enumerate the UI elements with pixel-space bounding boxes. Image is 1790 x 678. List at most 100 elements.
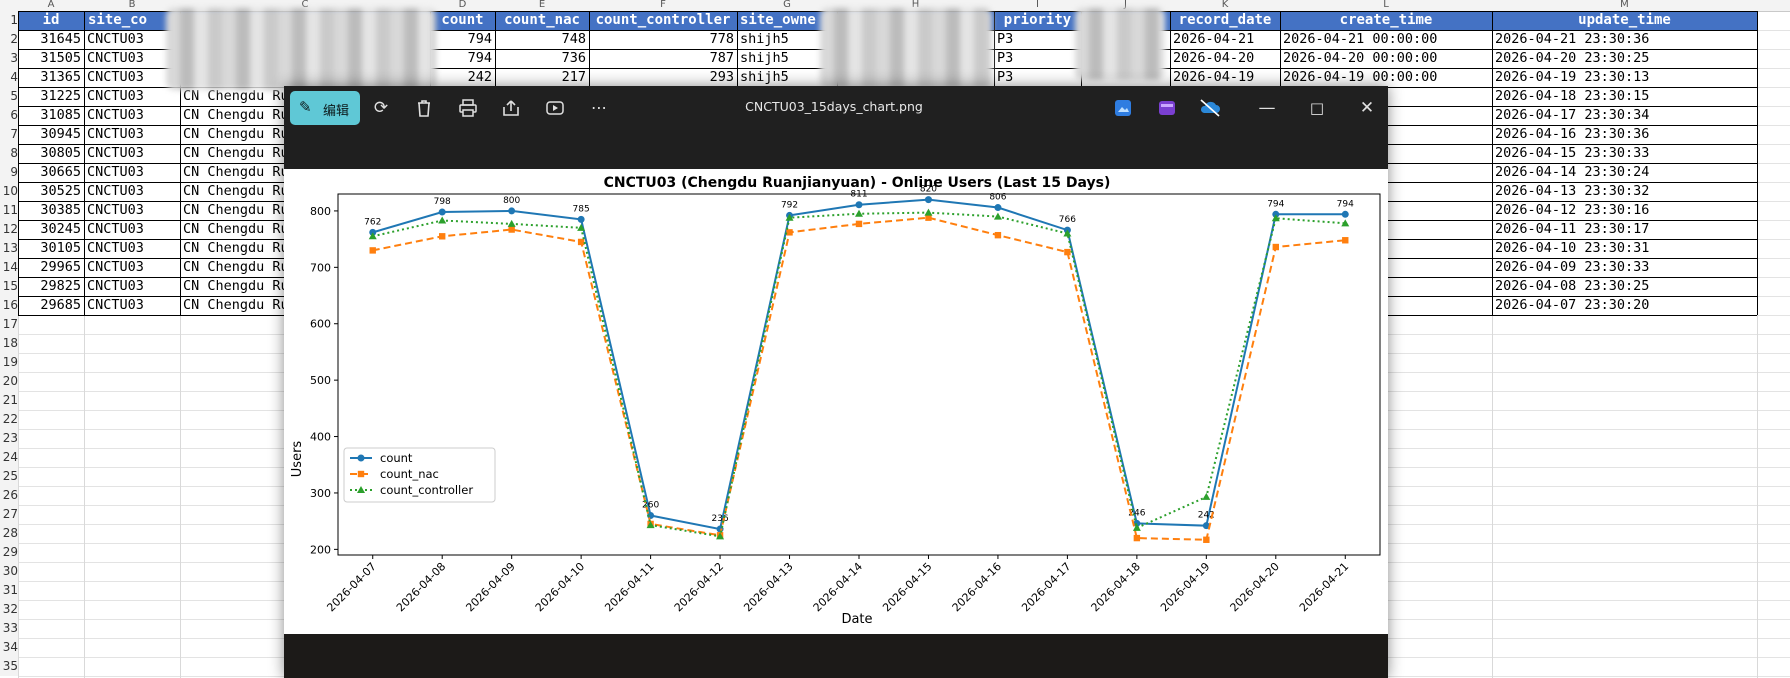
col-letter-a[interactable]: A [47,0,55,10]
row-number[interactable]: 4 [0,68,18,87]
cell-update[interactable]: 2026-04-11 23:30:17 [1495,221,1650,237]
cell-name[interactable]: CN Chengdu Ru [183,107,289,123]
cell-record[interactable]: 2026-04-20 [1173,50,1255,66]
more-options-icon[interactable]: ⋯ [591,98,607,117]
cell-id[interactable]: 30525 [40,183,81,199]
cell-update[interactable]: 2026-04-16 23:30:36 [1495,126,1650,142]
cell-id[interactable]: 30665 [40,164,81,180]
cell-site[interactable]: CNCTU03 [87,221,144,237]
row-number[interactable]: 16 [0,296,18,315]
col-letter-c[interactable]: C [301,0,309,10]
cell-update[interactable]: 2026-04-10 23:30:31 [1495,240,1650,256]
cell-priority[interactable]: P3 [997,50,1014,66]
cell-nac[interactable]: 748 [561,31,586,47]
row-number[interactable]: 26 [0,486,18,505]
cell-update[interactable]: 2026-04-12 23:30:16 [1495,202,1650,218]
cell-site[interactable]: CNCTU03 [87,88,144,104]
cell-site[interactable]: CNCTU03 [87,240,144,256]
header-id[interactable]: id [42,12,60,28]
cell-site[interactable]: CNCTU03 [87,50,144,66]
cell-id[interactable]: 31225 [40,88,81,104]
print-icon[interactable] [456,96,480,120]
cell-nac[interactable]: 217 [561,69,586,85]
cell-id[interactable]: 31085 [40,107,81,123]
cell-site[interactable]: CNCTU03 [87,278,144,294]
header-priority[interactable]: priority [1003,12,1072,28]
row-number[interactable]: 29 [0,543,18,562]
cell-id[interactable]: 30245 [40,221,81,237]
row-number[interactable]: 6 [0,106,18,125]
cell-count[interactable]: 794 [467,31,492,47]
row-number[interactable]: 31 [0,581,18,600]
col-letter-f[interactable]: F [660,0,666,10]
cell-owner[interactable]: shijh5 [740,31,789,47]
minimize-icon[interactable]: — [1258,98,1276,118]
cell-count[interactable]: 242 [467,69,492,85]
cell-count[interactable]: 794 [467,50,492,66]
cell-name[interactable]: CN Chengdu Ru [183,278,289,294]
cell-name[interactable]: CN Chengdu Ru [183,183,289,199]
cell-site[interactable]: CNCTU03 [87,164,144,180]
cell-nac[interactable]: 736 [561,50,586,66]
row-number[interactable]: 27 [0,505,18,524]
row-number[interactable]: 19 [0,353,18,372]
row-number[interactable]: 35 [0,657,18,676]
cloud-off-icon[interactable] [1198,96,1222,120]
row-number[interactable]: 24 [0,448,18,467]
cell-id[interactable]: 30805 [40,145,81,161]
cell-id[interactable]: 31365 [40,69,81,85]
row-number[interactable]: 25 [0,467,18,486]
header-create-time[interactable]: create_time [1339,12,1433,28]
cell-record[interactable]: 2026-04-21 [1173,31,1255,47]
cell-update[interactable]: 2026-04-20 23:30:25 [1495,50,1650,66]
row-number[interactable]: 28 [0,524,18,543]
cell-update[interactable]: 2026-04-08 23:30:25 [1495,278,1650,294]
cell-id[interactable]: 29965 [40,259,81,275]
header-count-nac[interactable]: count_nac [504,12,580,28]
row-number[interactable]: 21 [0,391,18,410]
row-number[interactable]: 10 [0,182,18,201]
cell-ctrl[interactable]: 787 [709,50,734,66]
col-letter-h[interactable]: H [911,0,920,10]
cell-create[interactable]: 2026-04-19 00:00:00 [1283,69,1438,85]
cell-site[interactable]: CNCTU03 [87,297,144,313]
row-number[interactable]: 2 [0,30,18,49]
cell-update[interactable]: 2026-04-13 23:30:32 [1495,183,1650,199]
cell-update[interactable]: 2026-04-14 23:30:24 [1495,164,1650,180]
close-icon[interactable]: ✕ [1359,98,1375,118]
cell-update[interactable]: 2026-04-21 23:30:36 [1495,31,1650,47]
row-number[interactable]: 30 [0,562,18,581]
row-number[interactable]: 15 [0,277,18,296]
cell-owner[interactable]: shijh5 [740,69,789,85]
header-record-date[interactable]: record_date [1178,12,1272,28]
row-number[interactable]: 11 [0,201,18,220]
cell-id[interactable]: 30945 [40,126,81,142]
col-letter-g[interactable]: G [783,0,791,10]
cell-create[interactable]: 2026-04-21 00:00:00 [1283,31,1438,47]
cell-update[interactable]: 2026-04-09 23:30:33 [1495,259,1650,275]
cell-update[interactable]: 2026-04-17 23:30:34 [1495,107,1650,123]
col-letter-l[interactable]: L [1383,0,1389,10]
cell-site[interactable]: CNCTU03 [87,202,144,218]
cell-update[interactable]: 2026-04-15 23:30:33 [1495,145,1650,161]
row-number[interactable]: 32 [0,600,18,619]
maximize-icon[interactable]: □ [1309,99,1325,117]
cell-priority[interactable]: P3 [997,31,1014,47]
cell-name[interactable]: CN Chengdu Ru [183,164,289,180]
row-number[interactable]: 14 [0,258,18,277]
row-number[interactable]: 17 [0,315,18,334]
col-letter-k[interactable]: K [1221,0,1229,10]
cell-owner[interactable]: shijh5 [740,50,789,66]
cell-priority[interactable]: P3 [997,69,1014,85]
cell-id[interactable]: 29825 [40,278,81,294]
cell-name[interactable]: CN Chengdu Ru [183,259,289,275]
slideshow-icon[interactable] [543,96,567,120]
header-count-controller[interactable]: count_controller [595,12,731,28]
col-letter-j[interactable]: J [1124,0,1127,10]
cell-id[interactable]: 30385 [40,202,81,218]
cell-name[interactable]: CN Chengdu Ru [183,297,289,313]
row-number[interactable]: 5 [0,87,18,106]
cell-update[interactable]: 2026-04-07 23:30:20 [1495,297,1650,313]
cell-update[interactable]: 2026-04-19 23:30:13 [1495,69,1650,85]
header-site-code[interactable]: site_co [88,12,148,28]
